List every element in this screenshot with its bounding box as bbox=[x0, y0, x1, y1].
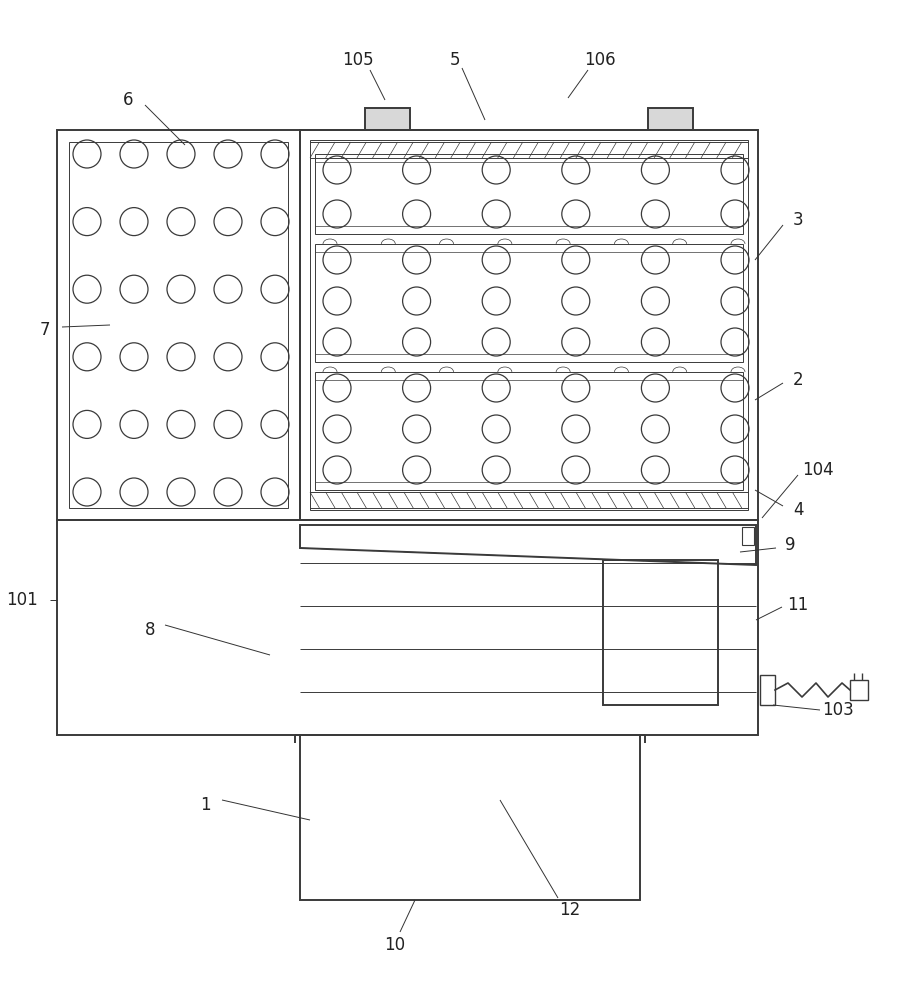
Bar bbox=[315, 154, 743, 234]
Text: 12: 12 bbox=[559, 901, 581, 919]
Text: 9: 9 bbox=[785, 536, 796, 554]
Bar bbox=[365, 108, 410, 130]
Text: 101: 101 bbox=[6, 591, 38, 609]
Bar bbox=[57, 130, 300, 520]
Bar bbox=[300, 130, 758, 520]
Text: 103: 103 bbox=[823, 701, 854, 719]
Text: 105: 105 bbox=[342, 51, 374, 69]
Text: 7: 7 bbox=[40, 321, 50, 339]
Bar bbox=[742, 527, 754, 545]
Text: 5: 5 bbox=[450, 51, 461, 69]
Bar bbox=[603, 560, 718, 705]
Bar bbox=[69, 142, 288, 508]
Bar bbox=[315, 244, 743, 362]
Text: 6: 6 bbox=[123, 91, 133, 109]
Text: 10: 10 bbox=[384, 936, 406, 954]
Text: 104: 104 bbox=[802, 461, 834, 479]
Text: 1: 1 bbox=[199, 796, 210, 814]
Text: 11: 11 bbox=[788, 596, 808, 614]
Bar bbox=[57, 520, 758, 735]
Bar bbox=[648, 108, 693, 130]
Bar bbox=[760, 675, 775, 705]
Text: 8: 8 bbox=[145, 621, 155, 639]
Bar bbox=[310, 140, 748, 510]
Text: 106: 106 bbox=[585, 51, 616, 69]
Text: 3: 3 bbox=[793, 211, 804, 229]
Bar bbox=[300, 735, 640, 900]
Bar bbox=[850, 680, 868, 700]
Bar bbox=[315, 372, 743, 490]
Text: 4: 4 bbox=[793, 501, 803, 519]
Text: 2: 2 bbox=[793, 371, 804, 389]
